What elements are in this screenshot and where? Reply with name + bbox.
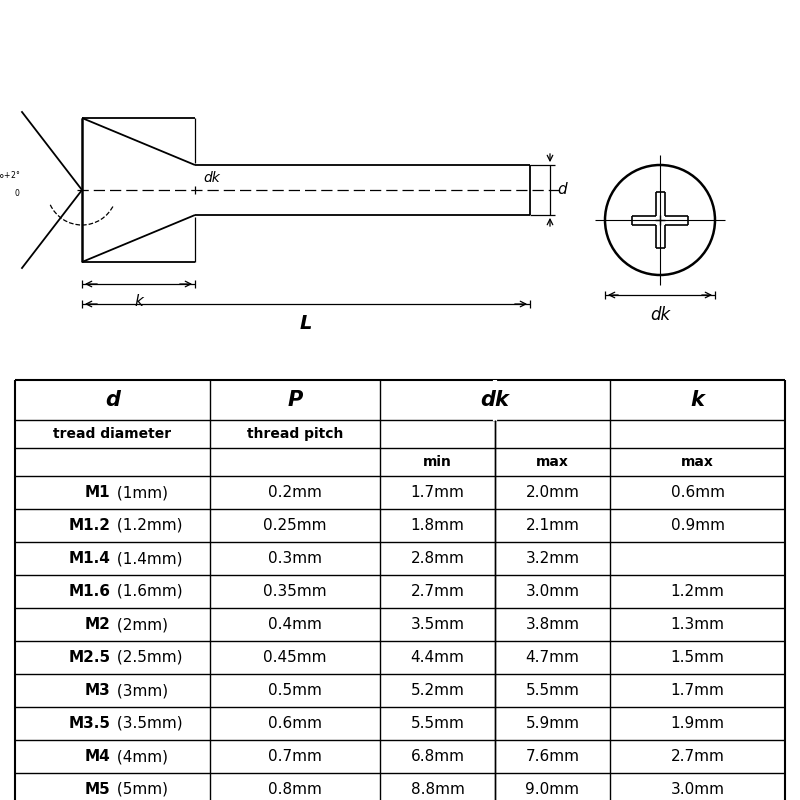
Text: 0.4mm: 0.4mm — [268, 617, 322, 632]
Text: 5.2mm: 5.2mm — [410, 683, 465, 698]
Text: 0.6mm: 0.6mm — [268, 716, 322, 731]
Text: 6.8mm: 6.8mm — [410, 749, 465, 764]
Text: 3.2mm: 3.2mm — [526, 551, 579, 566]
Text: tread diameter: tread diameter — [54, 427, 171, 441]
Text: M2.5: M2.5 — [68, 650, 110, 665]
Text: M3: M3 — [85, 683, 110, 698]
Text: 0.6mm: 0.6mm — [670, 485, 725, 500]
Text: 0.3mm: 0.3mm — [268, 551, 322, 566]
Text: 1.7mm: 1.7mm — [670, 683, 725, 698]
Text: max: max — [681, 455, 714, 469]
Text: $_{0}$: $_{0}$ — [14, 188, 20, 200]
Text: M5: M5 — [85, 782, 110, 797]
Text: dk: dk — [481, 390, 510, 410]
Text: 1.2mm: 1.2mm — [670, 584, 725, 599]
Text: 0.7mm: 0.7mm — [268, 749, 322, 764]
Text: 3.8mm: 3.8mm — [526, 617, 579, 632]
Text: 3.0mm: 3.0mm — [670, 782, 725, 797]
Text: 90°$^{+2°}$: 90°$^{+2°}$ — [0, 170, 20, 186]
Text: k: k — [134, 294, 143, 309]
Text: 1.3mm: 1.3mm — [670, 617, 725, 632]
Text: M3.5: M3.5 — [69, 716, 110, 731]
Text: 5.5mm: 5.5mm — [526, 683, 579, 698]
Text: 2.0mm: 2.0mm — [526, 485, 579, 500]
Text: 4.4mm: 4.4mm — [410, 650, 465, 665]
Text: 2.7mm: 2.7mm — [670, 749, 725, 764]
Text: thread pitch: thread pitch — [247, 427, 343, 441]
Text: (1.4mm): (1.4mm) — [111, 551, 182, 566]
Text: 7.6mm: 7.6mm — [526, 749, 579, 764]
Text: dk: dk — [203, 171, 220, 185]
Text: (1.6mm): (1.6mm) — [111, 584, 182, 599]
Text: 0.25mm: 0.25mm — [263, 518, 326, 533]
Text: 0.35mm: 0.35mm — [263, 584, 327, 599]
Text: 5.5mm: 5.5mm — [410, 716, 465, 731]
Text: M2: M2 — [85, 617, 110, 632]
Text: 5.9mm: 5.9mm — [526, 716, 579, 731]
Text: (1mm): (1mm) — [111, 485, 167, 500]
Text: P: P — [287, 390, 302, 410]
Text: 1.9mm: 1.9mm — [670, 716, 725, 731]
Text: max: max — [536, 455, 569, 469]
Text: M1.4: M1.4 — [69, 551, 110, 566]
Text: 1.7mm: 1.7mm — [410, 485, 465, 500]
Text: (4mm): (4mm) — [111, 749, 167, 764]
Text: 0.2mm: 0.2mm — [268, 485, 322, 500]
Text: d: d — [557, 182, 566, 198]
Text: 1.5mm: 1.5mm — [670, 650, 725, 665]
Text: 3.5mm: 3.5mm — [410, 617, 465, 632]
Text: (2.5mm): (2.5mm) — [111, 650, 182, 665]
Text: 2.7mm: 2.7mm — [410, 584, 465, 599]
Text: 2.1mm: 2.1mm — [526, 518, 579, 533]
Text: 4.7mm: 4.7mm — [526, 650, 579, 665]
Text: 8.8mm: 8.8mm — [410, 782, 465, 797]
Text: M4: M4 — [85, 749, 110, 764]
Text: M1.2: M1.2 — [69, 518, 110, 533]
Text: k: k — [690, 390, 705, 410]
Text: 0.45mm: 0.45mm — [263, 650, 326, 665]
Text: 3.0mm: 3.0mm — [526, 584, 579, 599]
Text: 9.0mm: 9.0mm — [526, 782, 579, 797]
Text: d: d — [105, 390, 120, 410]
Text: 2.8mm: 2.8mm — [410, 551, 465, 566]
Text: (3.5mm): (3.5mm) — [111, 716, 182, 731]
Text: M1: M1 — [85, 485, 110, 500]
Text: 1.8mm: 1.8mm — [410, 518, 465, 533]
Text: (5mm): (5mm) — [111, 782, 167, 797]
Text: min: min — [423, 455, 452, 469]
Text: (1.2mm): (1.2mm) — [111, 518, 182, 533]
Text: L: L — [300, 314, 312, 333]
Text: 0.9mm: 0.9mm — [670, 518, 725, 533]
Text: (3mm): (3mm) — [111, 683, 168, 698]
Text: (2mm): (2mm) — [111, 617, 167, 632]
Text: 0.5mm: 0.5mm — [268, 683, 322, 698]
Text: M1.6: M1.6 — [69, 584, 110, 599]
Text: 0.8mm: 0.8mm — [268, 782, 322, 797]
Text: dk: dk — [650, 306, 670, 324]
